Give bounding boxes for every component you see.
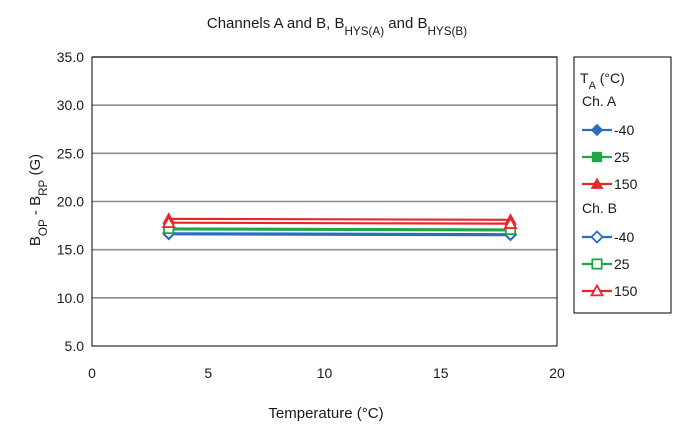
legend-item-label: 25	[614, 256, 630, 272]
x-tick-label: 15	[433, 365, 449, 381]
plot-frame	[91, 56, 558, 347]
chart-title: Channels A and B, BHYS(A) and BHYS(B)	[207, 15, 467, 38]
x-tick-label: 20	[549, 365, 565, 381]
legend-item-label: -40	[614, 229, 634, 245]
square-marker	[591, 258, 603, 270]
y-axis-title: BOP - BRP (G)	[27, 154, 50, 246]
text-part: and B	[384, 15, 427, 32]
series-chb-150	[161, 215, 518, 229]
y-tick-label: 35.0	[57, 49, 84, 65]
y-tick-label: 15.0	[57, 242, 84, 258]
x-tick-label: 5	[204, 365, 212, 381]
diamond-marker	[590, 123, 604, 137]
legend-group-label: Ch. A	[582, 93, 617, 109]
legend-item-label: -40	[614, 122, 634, 138]
legend-item: 25	[582, 256, 630, 272]
legend-item-label: 150	[614, 176, 638, 192]
series-line	[168, 221, 511, 225]
legend-item: -40	[582, 122, 634, 138]
subscript-text: HYS(B)	[427, 25, 467, 38]
text-part: (°C)	[596, 70, 625, 86]
legend-item-label: 150	[614, 283, 638, 299]
square-marker	[591, 151, 603, 163]
y-tick-label: 10.0	[57, 290, 84, 306]
subscript-text: HYS(A)	[344, 25, 384, 38]
legend-group-label: Ch. B	[582, 200, 617, 216]
text-part: B	[27, 236, 44, 246]
text-part: Channels A and B, B	[207, 15, 345, 32]
legend-item: 150	[582, 176, 638, 192]
subscript-text: A	[589, 80, 597, 92]
y-tick-label: 20.0	[57, 194, 84, 210]
y-tick-label: 30.0	[57, 97, 84, 113]
diamond-marker	[590, 230, 604, 244]
x-axis-title: Temperature (°C)	[268, 405, 383, 422]
plot-area: 5.0 10.0 15.0 20.0 25.0 30.0 35.0 0 5 10 15 20	[57, 49, 565, 381]
legend-title: TA (°C)	[580, 70, 625, 92]
legend-item-label: 25	[614, 149, 630, 165]
series-line	[168, 217, 511, 221]
x-tick-label: 0	[88, 365, 96, 381]
series-line	[168, 227, 511, 231]
triangle-marker	[590, 177, 604, 189]
subscript-text: RP	[37, 179, 50, 195]
legend-item: -40	[582, 229, 634, 245]
y-tick-label: 5.0	[65, 338, 85, 354]
y-tick-label: 25.0	[57, 145, 84, 161]
triangle-marker	[589, 283, 605, 297]
triangle-marker	[503, 216, 518, 229]
text-part: (G)	[27, 154, 44, 180]
legend-item: 25	[582, 149, 630, 165]
text-part: - B	[27, 196, 44, 219]
x-tick-label: 10	[317, 365, 333, 381]
triangle-marker	[161, 215, 176, 228]
legend-item: 150	[582, 283, 638, 299]
subscript-text: OP	[37, 219, 50, 236]
text-part: T	[580, 70, 589, 86]
series-line	[168, 232, 511, 236]
